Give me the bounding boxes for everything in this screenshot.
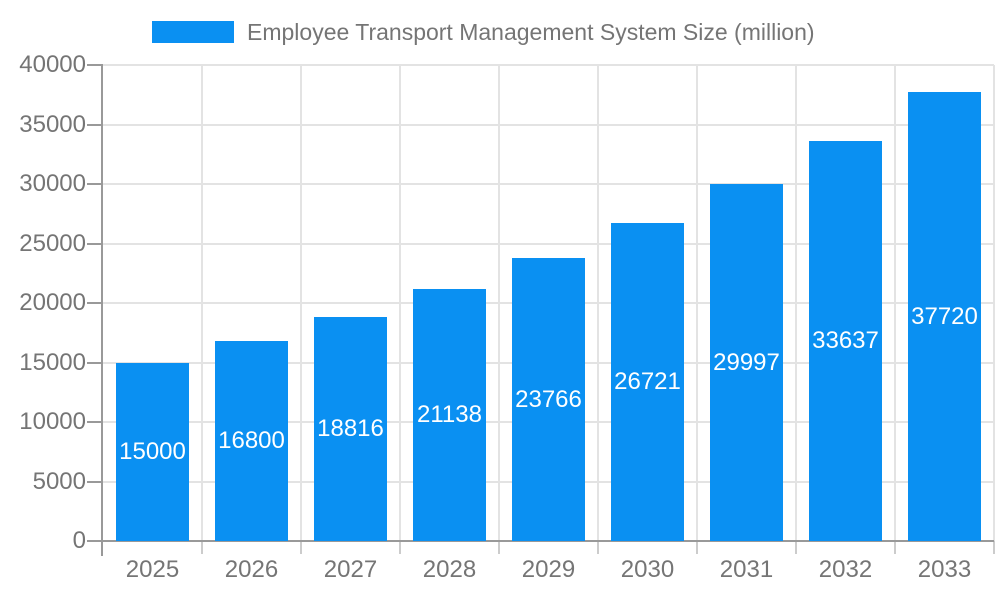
gridline: [399, 65, 401, 541]
y-axis-tick: [87, 421, 103, 423]
y-axis-tick: [87, 361, 103, 364]
gridline: [696, 65, 698, 541]
gridline: [103, 123, 994, 126]
gridline: [300, 65, 302, 541]
x-axis-tick: [993, 541, 995, 554]
gridline: [795, 65, 797, 541]
bar[interactable]: 23766: [512, 258, 585, 541]
x-axis-label: 2030: [620, 556, 675, 583]
gridline: [993, 65, 995, 541]
x-axis-label: 2031: [719, 556, 774, 583]
bar-value-label: 33637: [812, 326, 879, 354]
bar-value-label: 18816: [317, 415, 384, 443]
bar-value-label: 26721: [614, 368, 681, 395]
y-axis-label: 15000: [19, 348, 86, 376]
y-axis-tick: [87, 540, 103, 542]
bar[interactable]: 18816: [314, 317, 387, 541]
x-axis-label: 2033: [917, 556, 972, 583]
y-axis-label: 25000: [19, 229, 86, 257]
x-axis-line: [101, 540, 994, 542]
bar-value-label: 21138: [417, 401, 482, 429]
x-axis-label: 2029: [521, 556, 576, 583]
y-axis-tick: [87, 64, 103, 66]
gridline: [201, 65, 203, 541]
x-axis-tick: [795, 541, 797, 554]
bar-value-label: 15000: [119, 437, 186, 465]
legend-swatch-icon: [152, 21, 234, 43]
x-axis-tick: [498, 541, 500, 554]
y-axis-tick: [87, 183, 103, 185]
bar[interactable]: 29997: [710, 184, 783, 541]
bar-value-label: 29997: [713, 348, 780, 376]
y-axis-label: 40000: [19, 51, 86, 78]
bar-value-label: 37720: [911, 302, 978, 330]
y-axis-line: [101, 65, 103, 556]
y-axis-tick: [87, 480, 103, 483]
bar[interactable]: 21138: [413, 289, 486, 541]
bar[interactable]: 15000: [116, 362, 189, 541]
gridline: [103, 64, 994, 66]
y-axis-label: 5000: [32, 467, 86, 495]
y-axis-label: 35000: [19, 110, 86, 138]
bar[interactable]: 37720: [908, 92, 981, 541]
x-axis-tick: [894, 541, 896, 554]
y-axis-label: 30000: [19, 170, 86, 197]
gridline: [498, 65, 500, 541]
bar[interactable]: 16800: [215, 341, 288, 541]
bar[interactable]: 33637: [809, 140, 882, 541]
y-axis-label: 0: [72, 527, 86, 554]
gridline: [103, 242, 994, 245]
x-axis-label: 2032: [818, 556, 873, 583]
x-axis-label: 2026: [224, 556, 279, 583]
x-axis-tick: [201, 541, 203, 554]
legend[interactable]: Employee Transport Management System Siz…: [152, 18, 815, 46]
gridline: [103, 183, 994, 185]
x-axis-tick: [399, 541, 401, 554]
gridline: [597, 65, 599, 541]
bar-value-label: 16800: [218, 427, 285, 455]
gridline: [894, 65, 896, 541]
x-axis-tick: [696, 541, 698, 554]
y-axis-tick: [87, 302, 103, 304]
x-axis-label: 2025: [125, 556, 180, 583]
x-axis-label: 2027: [323, 556, 378, 583]
x-axis-label: 2028: [422, 556, 477, 583]
y-axis-label: 20000: [19, 289, 86, 316]
y-axis-tick: [87, 123, 103, 126]
x-axis-tick: [300, 541, 302, 554]
x-axis-tick: [597, 541, 599, 554]
y-axis-tick: [87, 242, 103, 245]
bar-value-label: 23766: [515, 385, 582, 413]
legend-label: Employee Transport Management System Siz…: [247, 18, 815, 45]
y-axis-label: 10000: [19, 408, 86, 435]
bar[interactable]: 26721: [611, 223, 684, 541]
